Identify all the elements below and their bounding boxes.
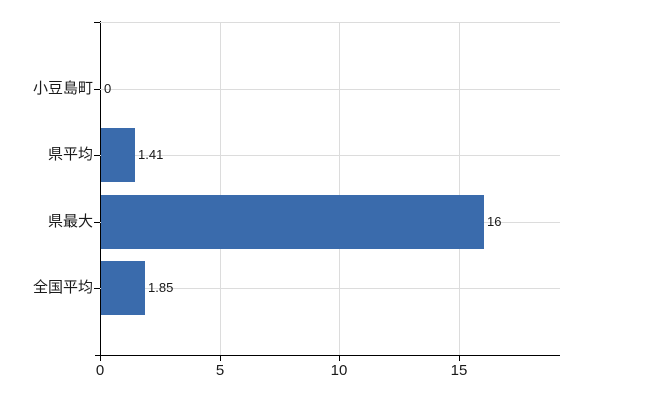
y-axis-tick	[94, 288, 100, 289]
x-tick-label: 5	[215, 362, 225, 379]
x-axis-tick	[459, 355, 460, 361]
value-label: 1.85	[148, 280, 174, 295]
y-axis-tick	[94, 155, 100, 156]
x-gridline	[459, 22, 460, 355]
row-gridline	[100, 288, 560, 289]
value-label: 1.41	[138, 147, 164, 162]
y-axis-tick	[94, 222, 100, 223]
row-gridline	[100, 155, 560, 156]
category-label: 小豆島町	[32, 80, 93, 97]
bar	[101, 195, 484, 249]
x-tick-label: 0	[95, 362, 105, 379]
bar	[101, 261, 145, 315]
category-label: 県最大	[47, 213, 93, 230]
x-gridline	[339, 22, 341, 355]
y-axis-line	[100, 21, 101, 356]
category-label: 県平均	[47, 146, 93, 163]
category-label: 全国平均	[32, 279, 93, 296]
bar	[101, 128, 135, 182]
row-gridline	[100, 89, 560, 90]
x-axis-tick	[339, 355, 340, 361]
x-tick-label: 15	[450, 362, 468, 379]
y-axis-tick	[94, 89, 100, 90]
value-label: 16	[487, 214, 502, 229]
value-label: 0	[104, 81, 112, 96]
x-tick-label: 10	[330, 362, 348, 379]
x-axis-line	[95, 355, 560, 356]
x-axis-tick	[220, 355, 221, 361]
x-gridline	[219, 22, 221, 355]
plot-top-gridline	[100, 22, 560, 23]
y-axis-top-tick	[94, 22, 100, 23]
x-axis-tick	[100, 355, 101, 361]
